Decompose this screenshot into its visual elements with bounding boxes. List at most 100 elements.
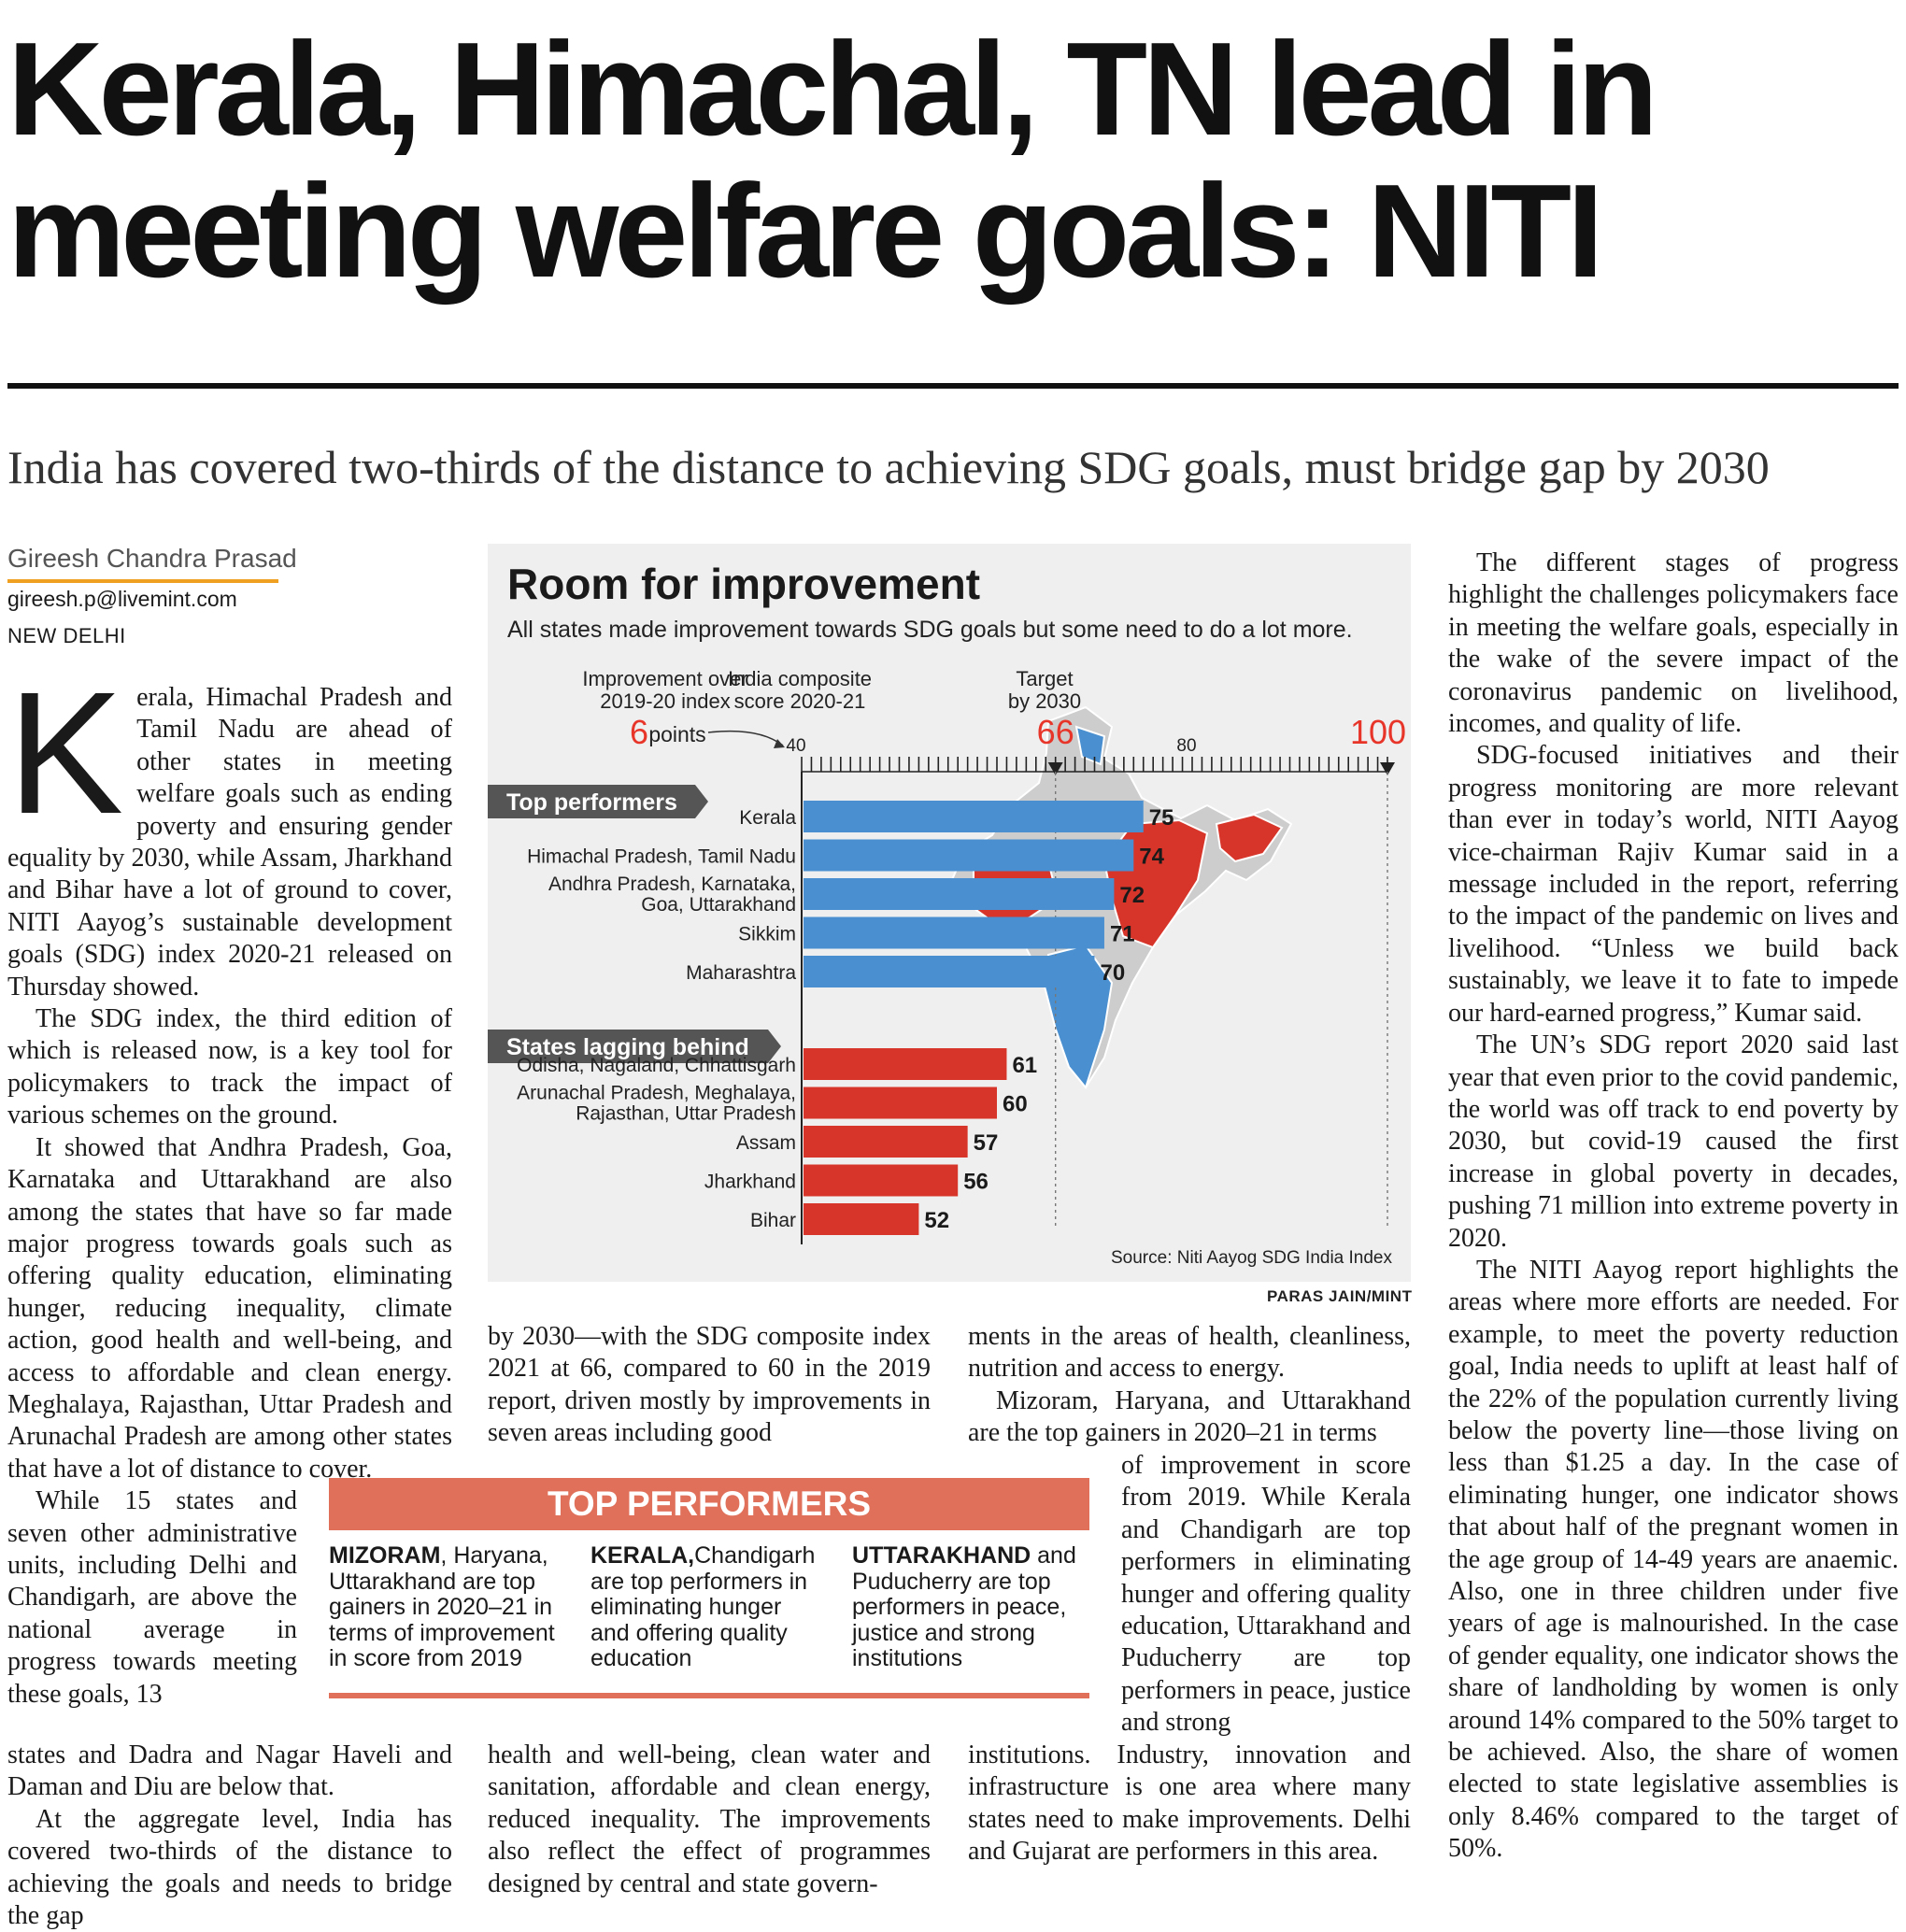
bar-category-label: Andhra Pradesh, Karnataka, (548, 874, 796, 895)
bar-category-label: Bihar (750, 1210, 796, 1231)
body-column-3-continued: institutions. Industry, innovation and i… (968, 1740, 1411, 1868)
byline-email: gireesh.p@livemint.com (7, 587, 237, 611)
bar-value-label: 52 (924, 1208, 949, 1233)
box-item-kerala: KERALA,Chandigarh are top performers in … (590, 1542, 824, 1672)
chart-subtitle: All states made improvement towards SDG … (507, 617, 1353, 643)
bar-category-label: Jharkhand (704, 1172, 796, 1193)
bar (804, 1164, 959, 1197)
annotation-improvement-value: 6 (630, 713, 648, 751)
body-column-2: by 2030—with the SDG composite index 202… (488, 1321, 931, 1450)
bar-value-label: 56 (963, 1170, 989, 1195)
body-paragraph: ments in the areas of health, cleanlines… (968, 1322, 1411, 1384)
body-paragraph: The SDG index, the third edition of whic… (7, 1004, 452, 1130)
body-paragraph: of improvement in score from 2019. While… (1121, 1451, 1411, 1738)
body-column-2-continued: health and well-being, clean water and s… (488, 1740, 931, 1900)
box-rule (329, 1693, 1089, 1698)
marker-india-composite (1047, 762, 1063, 775)
bar-category-label: Assam (736, 1132, 796, 1154)
body-column-1: K erala, Himachal Pradesh and Tamil Nadu… (7, 657, 452, 1711)
bar-value-label: 71 (1110, 922, 1135, 947)
body-paragraph: by 2030—with the SDG composite index 202… (488, 1322, 931, 1448)
bar (804, 1048, 1007, 1080)
byline-author: Gireesh Chandra Prasad (7, 544, 297, 573)
annotation-improvement-label: Improvement over (582, 667, 747, 690)
annotation-composite-value: 66 (1037, 713, 1074, 751)
box-item-lead: KERALA, (590, 1542, 695, 1569)
bar-value-label: 75 (1149, 805, 1174, 831)
body-column-4: The different stages of progress highlig… (1448, 547, 1899, 1866)
box-item-text: , Haryana, Uttarakhand are top gainers i… (329, 1542, 555, 1671)
group-header-label: States lagging behind (506, 1034, 749, 1060)
bar (804, 839, 1134, 872)
bar (804, 878, 1115, 910)
annotation-composite-label: India composite (728, 667, 872, 690)
body-paragraph: SDG-focused initiatives and their progre… (1448, 741, 1899, 1028)
headline-line-1: Kerala, Himachal, TN lead in (7, 15, 1658, 163)
bar-category-label: Goa, Uttarakhand (641, 894, 796, 916)
body-paragraph: While 15 states and seven other administ… (7, 1486, 297, 1709)
bar-category-label: Kerala (739, 807, 796, 829)
subheadline: India has covered two-thirds of the dist… (7, 441, 1770, 493)
body-paragraph: The different stages of progress highlig… (1448, 548, 1899, 739)
drop-cap: K (7, 657, 124, 850)
bar-value-label: 70 (1101, 960, 1126, 986)
body-paragraph: institutions. Industry, innovation and i… (968, 1740, 1411, 1867)
chart-panel (488, 544, 1411, 1282)
group-header-bg (488, 1030, 781, 1063)
axis-tick-label: 40 (786, 736, 805, 756)
body-paragraph: health and well-being, clean water and s… (488, 1740, 931, 1898)
byline-rule (7, 579, 278, 583)
axis-tick-label: 80 (1176, 736, 1196, 756)
body-paragraph: The UN’s SDG report 2020 said last year … (1448, 1030, 1899, 1253)
bar (804, 916, 1104, 949)
bar-category-label: Arunachal Pradesh, Meghalaya, (517, 1083, 796, 1104)
bar-category-label: Rajasthan, Uttar Pradesh (576, 1103, 796, 1125)
bar-value-label: 72 (1119, 883, 1145, 908)
body-paragraph: The NITI Aayog report highlights the are… (1448, 1255, 1899, 1864)
body-paragraph: Mizoram, Haryana, and Uttarakhand are th… (968, 1385, 1411, 1448)
bar (804, 1203, 919, 1235)
graphic-credit: PARAS JAIN/MINT (1267, 1287, 1413, 1305)
bar-category-label: Sikkim (738, 924, 796, 945)
bar-value-label: 57 (974, 1130, 999, 1156)
annotation-improvement-label: 2019-20 index (600, 689, 730, 713)
box-item-text: and Puducherry are top performers in pea… (852, 1542, 1076, 1671)
annotation-composite-label: score 2020-21 (734, 689, 866, 713)
annotation-target-label: by 2030 (1008, 689, 1081, 713)
annotation-improvement-unit: points (648, 722, 705, 746)
group-header-label: Top performers (506, 789, 677, 816)
annotation-target-label: Target (1016, 667, 1073, 690)
body-column-3-wrap: of improvement in score from 2019. While… (1121, 1450, 1411, 1740)
body-paragraph: erala, Himachal Pradesh and Tamil Nadu a… (7, 683, 452, 1002)
headline-rule (7, 383, 1899, 389)
map-region-lagging (1215, 813, 1284, 863)
map-region-top (1074, 725, 1106, 766)
annotation-arrowhead (774, 739, 785, 748)
headline-line-2: meeting welfare goals: NITI (7, 157, 1604, 305)
box-item-mizoram: MIZORAM, Haryana, Uttarakhand are top ga… (329, 1542, 562, 1672)
annotation-target-value: 100 (1350, 713, 1406, 751)
box-header: TOP PERFORMERS (329, 1478, 1089, 1530)
bar-value-label: 74 (1139, 845, 1164, 870)
box-item-lead: UTTARAKHAND (852, 1542, 1031, 1569)
box-item-uttarakhand: UTTARAKHAND and Puducherry are top perfo… (852, 1542, 1086, 1672)
bar-value-label: 61 (1012, 1053, 1037, 1078)
body-column-3: ments in the areas of health, cleanlines… (968, 1321, 1411, 1450)
headline: Kerala, Himachal, TN lead in meeting wel… (7, 19, 1895, 303)
body-paragraph: It showed that Andhra Pradesh, Goa, Karn… (7, 1132, 452, 1484)
annotation-arrow (707, 730, 784, 746)
bar (804, 1126, 968, 1158)
body-column-1-continued: states and Dadra and Nagar Haveli and Da… (7, 1740, 452, 1932)
bar-category-label: Himachal Pradesh, Tamil Nadu (527, 846, 796, 868)
box-item-lead: MIZORAM (329, 1542, 441, 1569)
bar-category-label: Maharashtra (686, 962, 796, 984)
bar-value-label: 60 (1003, 1092, 1028, 1117)
chart-source: Source: Niti Aayog SDG India Index (1111, 1248, 1392, 1268)
bar-category-label: Odisha, Nagaland, Chhattisgarh (517, 1055, 796, 1076)
marker-target (1380, 762, 1395, 775)
dateline: NEW DELHI (7, 624, 126, 647)
group-header-bg (488, 785, 708, 818)
body-paragraph: At the aggregate level, India has covere… (7, 1804, 452, 1931)
box-item-text: Chandigarh are top performers in elimina… (590, 1542, 816, 1671)
